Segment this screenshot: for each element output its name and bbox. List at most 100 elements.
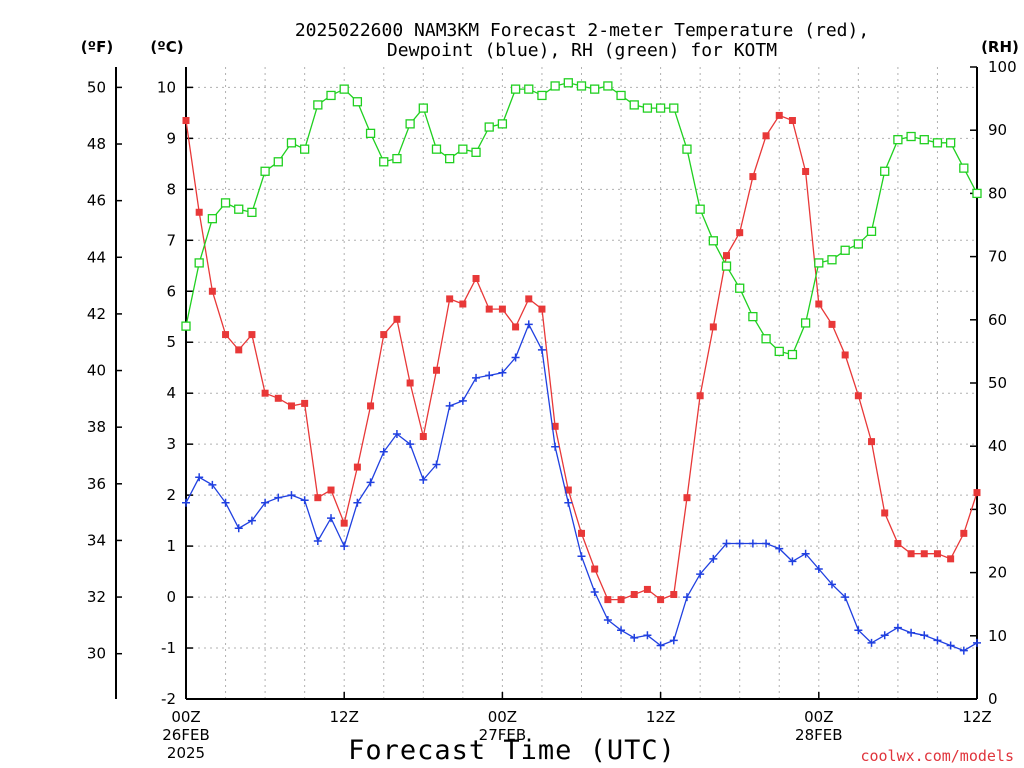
temperature-point — [762, 132, 770, 140]
temperature-point — [380, 331, 388, 339]
rh-point — [827, 255, 837, 265]
dewpoint-point — [735, 539, 744, 548]
fahrenheit-tick-label: 46 — [87, 192, 106, 210]
rh-point — [339, 84, 349, 94]
rh-point — [721, 261, 732, 271]
temperature-point — [736, 229, 744, 237]
rh-tick-label: 0 — [988, 690, 998, 708]
dewpoint-point — [195, 473, 204, 482]
rh-point — [616, 90, 626, 101]
rh-point — [735, 283, 745, 293]
grid — [186, 67, 977, 699]
celsius-tick-label: 8 — [166, 180, 176, 198]
dewpoint-point — [748, 539, 757, 548]
temperature-point — [841, 351, 849, 359]
rh-point — [537, 90, 547, 101]
temperature-point — [261, 389, 269, 397]
rh-point — [695, 204, 705, 214]
rh-point — [471, 147, 481, 157]
rh-point — [247, 207, 257, 218]
dewpoint-point — [696, 570, 705, 579]
temperature-point — [538, 305, 546, 313]
dewpoint-point — [472, 373, 481, 382]
temperature-point — [367, 402, 375, 410]
temperature-point — [630, 591, 638, 599]
fahrenheit-tick-label: 34 — [87, 531, 106, 549]
rh-point — [524, 84, 534, 94]
x-tick-label: 00Z — [488, 708, 517, 726]
temperature-point — [472, 275, 480, 283]
temperature-point — [670, 591, 678, 599]
temperature-point — [274, 394, 282, 402]
temperature-point — [868, 438, 876, 446]
dewpoint-point — [392, 429, 401, 438]
rh-point — [234, 204, 244, 214]
rh-point — [919, 135, 929, 145]
dewpoint-point — [959, 646, 968, 655]
rh-markers — [181, 78, 982, 360]
temperature-point — [894, 540, 902, 548]
temperature-point — [815, 300, 823, 308]
rh-point — [866, 226, 877, 236]
fahrenheit-tick-label: 44 — [87, 248, 106, 266]
temperature-point — [828, 320, 836, 328]
x-tick-label: 12Z — [646, 708, 675, 726]
temperature-point — [525, 295, 533, 303]
chart-title-line1: 2025022600 NAM3KM Forecast 2-meter Tempe… — [295, 20, 869, 41]
temperature-point — [235, 346, 243, 354]
temperature-point — [459, 300, 467, 308]
rh-point — [418, 103, 428, 113]
temperature-point — [775, 111, 783, 119]
rh-tick-label: 70 — [988, 248, 1007, 266]
temperature-point — [406, 379, 414, 387]
dewpoint-point — [669, 636, 678, 645]
rh-point — [932, 138, 943, 148]
rh-point — [194, 258, 204, 268]
rh-point — [853, 239, 863, 249]
dewpoint-point — [973, 638, 981, 647]
rh-point — [972, 188, 982, 199]
dewpoint-point — [854, 626, 863, 635]
temperature-point — [551, 422, 559, 430]
fahrenheit-tick-label: 40 — [87, 362, 106, 380]
temperature-point — [749, 173, 757, 181]
temperature-point — [643, 585, 651, 593]
x-tick-date: 26FEB — [162, 726, 209, 744]
rh-point — [405, 119, 415, 129]
dewpoint-point — [893, 623, 902, 632]
temperature-point — [907, 550, 915, 558]
rh-point — [299, 144, 310, 154]
credit-link[interactable]: coolwx.com/models — [860, 747, 1014, 765]
rh-tick-label: 60 — [988, 311, 1007, 329]
celsius-tick-label: 7 — [166, 231, 176, 249]
celsius-tick-label: 10 — [157, 78, 176, 96]
fahrenheit-tick-label: 32 — [87, 588, 106, 606]
dewpoint-point — [709, 554, 718, 563]
celsius-tick-label: 2 — [166, 486, 176, 504]
rh-point — [352, 97, 363, 107]
rh-point — [181, 321, 191, 331]
celsius-tick-label: 5 — [166, 333, 176, 351]
rh-point — [655, 103, 666, 113]
dewpoint-point — [564, 498, 573, 507]
data-series — [181, 78, 982, 655]
temperature-point — [432, 366, 440, 374]
celsius-unit-label: (ºC) — [150, 38, 183, 56]
x-tick-label: 12Z — [962, 708, 991, 726]
chart-title-line2: Dewpoint (blue), RH (green) for KOTM — [387, 40, 777, 61]
dewpoint-point — [182, 498, 190, 507]
dewpoint-point — [775, 544, 784, 553]
temperature-point — [446, 295, 454, 303]
rh-point — [392, 153, 402, 164]
rh-point — [207, 214, 218, 224]
dewpoint-point — [867, 638, 876, 647]
temperature-point — [723, 252, 731, 260]
dewpoint-point — [208, 480, 217, 489]
tick-labels: -2-1012345678910303234363840424446485001… — [87, 58, 1017, 762]
dewpoint-point — [762, 539, 771, 548]
dewpoint-point — [933, 636, 942, 645]
dewpoint-point — [617, 626, 626, 635]
temperature-point — [960, 529, 968, 537]
rh-point — [761, 334, 771, 344]
